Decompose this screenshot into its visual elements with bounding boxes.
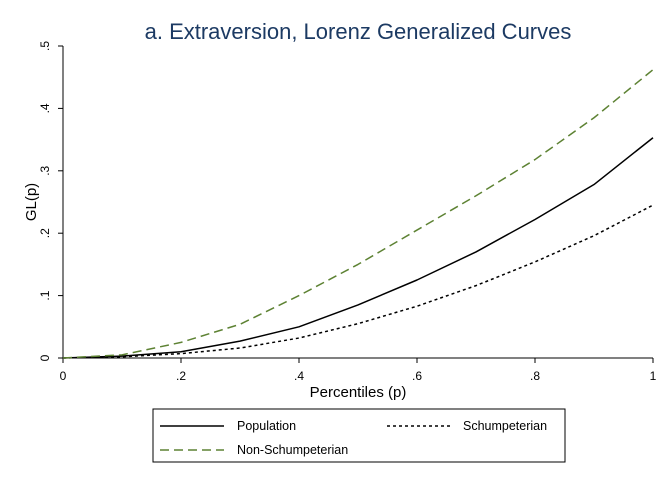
x-tick-label: .4 <box>294 369 304 383</box>
y-tick-label: .1 <box>38 290 52 300</box>
legend-label: Schumpeterian <box>463 419 547 433</box>
y-tick-label: .3 <box>38 165 52 175</box>
y-tick-label: 0 <box>38 354 52 361</box>
x-tick-label: .6 <box>412 369 422 383</box>
legend-label: Population <box>237 419 296 433</box>
y-axis-label: GL(p) <box>23 183 40 221</box>
x-tick-label: 0 <box>60 369 67 383</box>
legend-label: Non-Schumpeterian <box>237 443 348 457</box>
chart-title: a. Extraversion, Lorenz Generalized Curv… <box>145 19 572 44</box>
y-tick-label: .2 <box>38 228 52 238</box>
y-tick-label: .4 <box>38 103 52 113</box>
x-axis-label: Percentiles (p) <box>310 384 407 401</box>
y-tick-label: .5 <box>38 41 52 51</box>
series-line-schumpeterian <box>62 204 654 359</box>
axes: 0 .1 .2 .3 .4 .5 0 .2 .4 .6 .8 1 <box>38 41 657 383</box>
x-tick-label: 1 <box>650 369 657 383</box>
legend-box <box>152 408 566 463</box>
x-tick-label: .8 <box>530 369 540 383</box>
series-line-population <box>62 137 654 359</box>
legend: Population Schumpeterian Non-Schumpeterian <box>152 408 566 463</box>
series-line-non-schumpeterian <box>62 69 654 359</box>
series-layer <box>62 69 654 359</box>
x-tick-label: .2 <box>176 369 186 383</box>
